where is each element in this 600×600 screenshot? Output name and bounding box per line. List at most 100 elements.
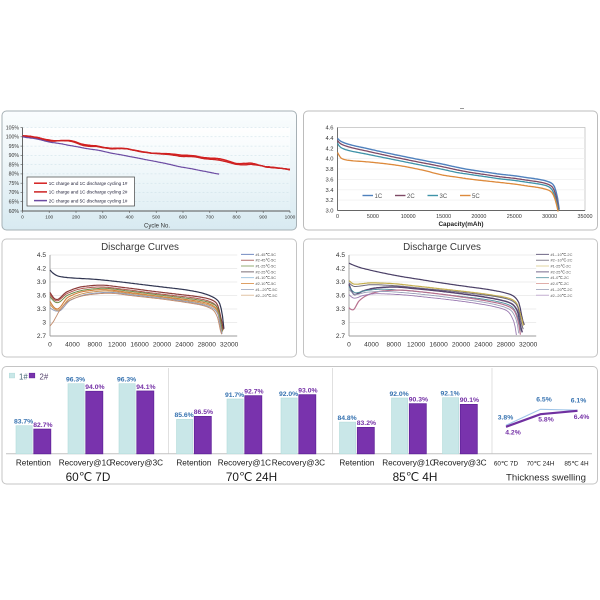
svg-text:60℃ 7D: 60℃ 7D <box>494 460 519 467</box>
svg-text:2#: 2# <box>40 372 49 381</box>
svg-text:6.5%: 6.5% <box>536 397 552 404</box>
svg-text:3.6: 3.6 <box>37 293 46 300</box>
svg-text:#2-0℃-2C: #2-0℃-2C <box>551 281 570 286</box>
svg-text:500: 500 <box>152 215 160 221</box>
svg-text:Recovery@3C: Recovery@3C <box>110 459 163 468</box>
svg-text:0: 0 <box>347 342 351 349</box>
svg-text:3: 3 <box>341 320 345 327</box>
svg-text:4.2: 4.2 <box>336 266 345 273</box>
svg-text:8000: 8000 <box>386 342 401 349</box>
svg-text:2.7: 2.7 <box>336 333 345 340</box>
svg-text:60℃ 7D: 60℃ 7D <box>66 470 111 484</box>
svg-text:Cycle No.: Cycle No. <box>144 224 170 230</box>
svg-text:4.2%: 4.2% <box>505 430 521 437</box>
svg-text:900: 900 <box>259 215 267 221</box>
svg-text:800: 800 <box>232 215 240 221</box>
svg-text:#1-25℃-2C: #1-25℃-2C <box>551 264 572 269</box>
svg-text:12000: 12000 <box>108 342 127 349</box>
svg-text:0: 0 <box>48 342 52 349</box>
svg-text:1C charge and 1C discharge cyc: 1C charge and 1C discharge cycling 1# <box>49 181 128 186</box>
svg-text:30000: 30000 <box>542 214 557 220</box>
svg-text:95%: 95% <box>9 144 20 150</box>
svg-text:28000: 28000 <box>198 342 217 349</box>
svg-text:10000: 10000 <box>401 214 416 220</box>
svg-text:5.8%: 5.8% <box>538 417 554 424</box>
svg-text:Recovery@1C: Recovery@1C <box>382 459 435 468</box>
svg-text:32000: 32000 <box>519 342 538 349</box>
svg-text:85.6%: 85.6% <box>174 412 193 419</box>
svg-text:Retention: Retention <box>16 459 51 468</box>
svg-text:3: 3 <box>42 320 46 327</box>
svg-text:85℃ 4H: 85℃ 4H <box>393 470 438 484</box>
svg-text:#2-10℃-5C: #2-10℃-5C <box>256 281 277 286</box>
svg-text:300: 300 <box>99 215 107 221</box>
svg-text:Discharge Curves: Discharge Curves <box>101 242 179 253</box>
svg-text:100: 100 <box>45 215 53 221</box>
svg-text:#2--20℃-2C: #2--20℃-2C <box>551 293 573 298</box>
svg-text:3.3: 3.3 <box>336 306 345 313</box>
svg-text:92.0%: 92.0% <box>279 391 298 398</box>
svg-text:94.1%: 94.1% <box>136 384 155 391</box>
svg-text:Discharge Curves: Discharge Curves <box>403 242 481 253</box>
svg-text:6.4%: 6.4% <box>574 414 590 421</box>
svg-text:600: 600 <box>179 215 187 221</box>
svg-text:82.7%: 82.7% <box>33 422 52 429</box>
svg-text:3C: 3C <box>440 194 448 200</box>
svg-text:16000: 16000 <box>429 342 448 349</box>
svg-text:5C: 5C <box>472 194 480 200</box>
svg-text:85℃ 4H: 85℃ 4H <box>564 460 589 467</box>
svg-text:200: 200 <box>72 215 80 221</box>
svg-text:2C charge and 5C discharge cyc: 2C charge and 5C discharge cycling 1# <box>49 198 128 203</box>
svg-text:8000: 8000 <box>87 342 102 349</box>
svg-text:90%: 90% <box>9 153 20 159</box>
svg-text:60%: 60% <box>9 209 20 215</box>
svg-text:94.0%: 94.0% <box>85 384 104 391</box>
svg-text:92.7%: 92.7% <box>244 389 263 396</box>
svg-text:15000: 15000 <box>436 214 451 220</box>
svg-text:90.3%: 90.3% <box>409 397 428 404</box>
svg-text:700: 700 <box>206 215 214 221</box>
svg-text:#1--10℃-2C: #1--10℃-2C <box>551 252 573 257</box>
svg-text:4000: 4000 <box>65 342 80 349</box>
svg-text:35000: 35000 <box>578 214 593 220</box>
svg-text:Recovery@3C: Recovery@3C <box>272 459 325 468</box>
svg-text:2.7: 2.7 <box>37 333 46 340</box>
svg-text:3.9: 3.9 <box>336 279 345 286</box>
svg-text:20000: 20000 <box>452 342 471 349</box>
svg-text:93.0%: 93.0% <box>298 388 317 395</box>
svg-text:65%: 65% <box>9 200 20 206</box>
svg-text:3.6: 3.6 <box>336 293 345 300</box>
svg-text:Recovery@3C: Recovery@3C <box>433 459 486 468</box>
svg-text:#1-45℃-5C: #1-45℃-5C <box>256 252 277 257</box>
svg-text:12000: 12000 <box>407 342 426 349</box>
svg-text:#1-0℃-2C: #1-0℃-2C <box>551 275 570 280</box>
svg-text:#2--20℃-5C: #2--20℃-5C <box>256 293 278 298</box>
svg-text:Retention: Retention <box>339 459 374 468</box>
svg-text:3.3: 3.3 <box>37 306 46 313</box>
svg-text:3.8%: 3.8% <box>498 415 514 422</box>
svg-text:4000: 4000 <box>364 342 379 349</box>
svg-text:24000: 24000 <box>474 342 493 349</box>
svg-text:91.7%: 91.7% <box>225 392 244 399</box>
svg-text:4.4: 4.4 <box>325 136 334 142</box>
svg-text:4.0: 4.0 <box>325 157 333 163</box>
svg-text:20000: 20000 <box>471 214 486 220</box>
svg-text:70℃ 24H: 70℃ 24H <box>527 460 555 467</box>
svg-text:96.3%: 96.3% <box>66 377 85 384</box>
svg-text:#2-25℃-5C: #2-25℃-5C <box>256 269 277 274</box>
svg-text:90.1%: 90.1% <box>460 397 479 404</box>
svg-text:16000: 16000 <box>130 342 149 349</box>
svg-text:20000: 20000 <box>153 342 172 349</box>
svg-text:#1-10℃-5C: #1-10℃-5C <box>256 275 277 280</box>
svg-text:4.2: 4.2 <box>325 146 333 152</box>
svg-text:4.6: 4.6 <box>325 126 333 132</box>
svg-text:25000: 25000 <box>507 214 522 220</box>
svg-text:#1--20℃-5C: #1--20℃-5C <box>256 287 278 292</box>
svg-text:#1-25℃-5C: #1-25℃-5C <box>256 264 277 269</box>
svg-text:83.7%: 83.7% <box>14 419 33 426</box>
svg-text:96.3%: 96.3% <box>117 377 136 384</box>
svg-text:1000: 1000 <box>285 215 296 221</box>
svg-text:3.2: 3.2 <box>325 198 333 204</box>
svg-text:3.0: 3.0 <box>325 209 333 215</box>
svg-text:1#: 1# <box>19 372 28 381</box>
